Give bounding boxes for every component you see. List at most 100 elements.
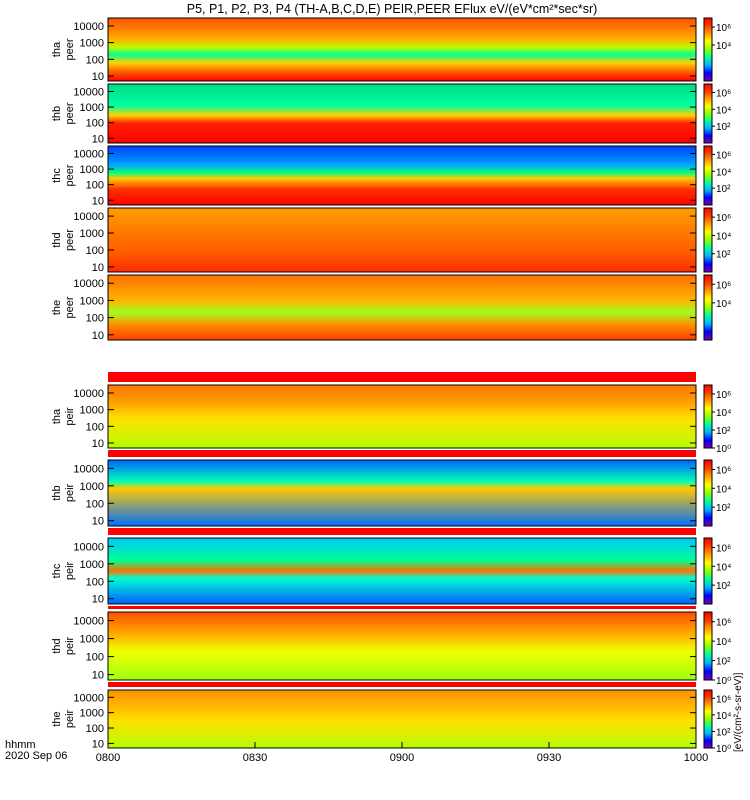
colorbar: [703, 537, 713, 605]
spectrogram-image: [108, 538, 696, 604]
energy-tick-label: 1000: [80, 102, 104, 114]
panel-frame: [107, 145, 697, 206]
panel-probe-label: thd: [51, 638, 63, 653]
energy-tick-label: 1000: [80, 708, 104, 720]
panel-instrument-label: peer: [64, 296, 76, 318]
energy-tick-label: 10000: [73, 21, 104, 33]
energy-tick-label: 100: [86, 723, 104, 735]
colorbar-tick-label: 10⁴: [716, 105, 731, 116]
energy-tick-label: 1000: [80, 481, 104, 493]
energy-tick-label: 10: [92, 738, 104, 750]
panel-frame: [107, 537, 697, 605]
panel-probe-label: thc: [51, 168, 63, 183]
figure-title: P5, P1, P2, P3, P4 (TH-A,B,C,D,E) PEIR,P…: [187, 2, 598, 16]
panel-tha-peir: 10 100 1000 10000 tha peir 10⁰ 10² 10⁴ 10⁶: [51, 384, 731, 455]
spectrogram-image: [108, 612, 696, 680]
panel-thb-peer: 10 100 1000 10000 thb peer 10² 10⁴ 10⁶: [51, 83, 731, 145]
time-tick-label: 0900: [390, 752, 414, 764]
panel-probe-label: thd: [51, 232, 63, 247]
colorbar-tick-label: 10⁴: [716, 562, 731, 573]
panel-frame: [107, 207, 697, 273]
panel-frame: [107, 17, 697, 82]
colorbar-tick-label: 10⁰: [716, 744, 731, 755]
colorbar-tick-label: 10⁶: [716, 23, 731, 34]
colorbar-tick-label: 10⁶: [716, 150, 731, 161]
time-axis-label-hhmm: hhmm: [5, 739, 36, 751]
colorbar-tick-label: 10⁴: [716, 231, 731, 242]
panel-gap-strip: [108, 372, 696, 382]
panel-the-peir: 10 100 1000 10000 the peir 10⁰ 10² 10⁴ 10⁶: [51, 689, 731, 755]
panel-instrument-label: peer: [64, 38, 76, 60]
colorbar: [703, 207, 713, 273]
energy-tick-label: 100: [86, 498, 104, 510]
energy-tick-label: 100: [86, 313, 104, 325]
energy-tick-label: 1000: [80, 164, 104, 176]
panel-instrument-label: peer: [64, 102, 76, 124]
panel-gap-strip: [108, 528, 696, 535]
colorbar-tick-label: 10²: [716, 250, 731, 261]
panel-frame: [107, 384, 697, 449]
energy-tick-label: 1000: [80, 295, 104, 307]
panel-instrument-label: peer: [64, 229, 76, 251]
energy-tick-label: 10000: [73, 692, 104, 704]
energy-tick-label: 10000: [73, 616, 104, 628]
energy-tick-label: 10000: [73, 541, 104, 553]
energy-tick-label: 100: [86, 576, 104, 588]
panel-frame: [107, 83, 697, 144]
energy-tick-label: 1000: [80, 228, 104, 240]
colorbar: [703, 689, 713, 749]
panel-thd-peir: 10 100 1000 10000 thd peir 10⁰ 10² 10⁴ 10⁶: [51, 611, 731, 687]
panel-instrument-label: peir: [64, 407, 76, 426]
time-axis-label-date: 2020 Sep 06: [5, 750, 67, 762]
colorbar-tick-label: 10⁴: [716, 299, 731, 310]
colorbar-tick-label: 10⁶: [716, 543, 731, 554]
colorbar-tick-label: 10²: [716, 184, 731, 195]
energy-tick-label: 1000: [80, 38, 104, 50]
panel-frame: [107, 274, 697, 341]
colorbar-tick-label: 10⁴: [716, 484, 731, 495]
energy-tick-label: 10: [92, 330, 104, 342]
colorbar-tick-label: 10⁶: [716, 465, 731, 476]
colorbar-tick-label: 10⁶: [716, 694, 731, 705]
panel-instrument-label: peir: [64, 709, 76, 728]
colorbar-tick-label: 10⁴: [716, 167, 731, 178]
colorbar-tick-label: 10⁶: [716, 280, 731, 291]
energy-tick-label: 10: [92, 71, 104, 83]
panel-thd-peer: 10 100 1000 10000 thd peer 10² 10⁴ 10⁶: [51, 207, 731, 274]
panel-instrument-label: peir: [64, 561, 76, 580]
energy-tick-label: 100: [86, 245, 104, 257]
panel-probe-label: thb: [51, 485, 63, 500]
time-tick-label: 1000: [684, 752, 708, 764]
spectrogram-image: [108, 84, 696, 143]
panel-instrument-label: peer: [64, 164, 76, 186]
colorbar-tick-label: 10²: [716, 426, 731, 437]
energy-tick-label: 100: [86, 180, 104, 192]
energy-tick-label: 10: [92, 195, 104, 207]
colorbar-tick-label: 10⁶: [716, 213, 731, 224]
colorbar-tick-label: 10⁶: [716, 618, 731, 629]
panel-thb-peir: 10 100 1000 10000 thb peir 10² 10⁴ 10⁶: [51, 459, 731, 528]
panel-the-peer: 10 100 1000 10000 the peer 10⁴ 10⁶: [51, 274, 731, 342]
energy-tick-label: 100: [86, 118, 104, 130]
energy-tick-label: 10: [92, 516, 104, 528]
spectrogram-image: [108, 460, 696, 526]
time-axis: 0800 0830 0900 0930 1000: [96, 742, 708, 764]
energy-tick-label: 1000: [80, 634, 104, 646]
panel-gap-strip: [108, 606, 696, 609]
colorbar-tick-label: 10⁰: [716, 676, 731, 687]
colorbar-tick-label: 10²: [716, 657, 731, 668]
panel-probe-label: tha: [51, 408, 63, 424]
spectrogram-image: [108, 208, 696, 272]
energy-tick-label: 1000: [80, 405, 104, 417]
colorbar: [703, 611, 713, 681]
energy-tick-label: 100: [86, 652, 104, 664]
panel-tha-peer: 10 100 1000 10000 tha peer 10⁴ 10⁶: [51, 17, 731, 83]
colorbar: [703, 384, 713, 449]
panel-gap-strip: [108, 682, 696, 687]
energy-tick-label: 10000: [73, 86, 104, 98]
energy-tick-label: 10000: [73, 211, 104, 223]
energy-tick-label: 10: [92, 594, 104, 606]
energy-tick-label: 10000: [73, 278, 104, 290]
panel-frame: [107, 459, 697, 527]
